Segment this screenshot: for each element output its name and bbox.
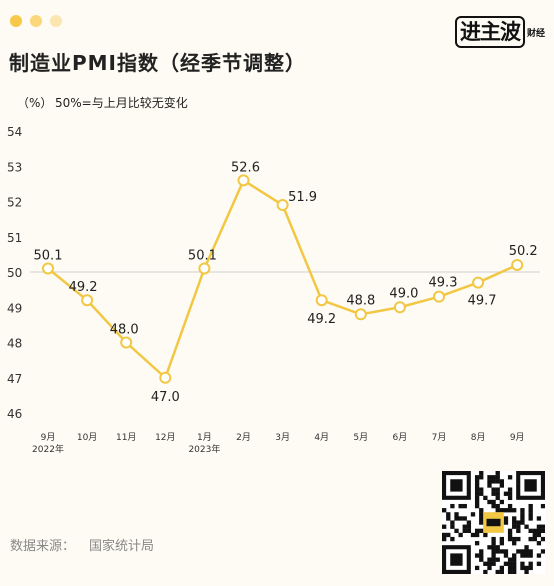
reference-note: 50%=与上月比较无变化: [55, 96, 188, 110]
source-label: 数据来源：: [10, 539, 76, 554]
dot-3: [50, 15, 62, 27]
data-label: 50.1: [34, 248, 63, 263]
qr-code[interactable]: [442, 471, 545, 574]
data-label: 52.6: [231, 160, 260, 175]
data-label: 49.2: [69, 280, 98, 295]
data-label: 51.9: [288, 190, 317, 205]
x-tick-label: 11月: [116, 432, 136, 443]
data-point: [354, 308, 367, 321]
data-point: [42, 262, 54, 275]
data-label: 50.1: [188, 248, 217, 263]
data-label: 49.3: [429, 276, 458, 291]
y-tick-label: 46: [7, 407, 22, 421]
data-label: 47.0: [151, 390, 180, 405]
source-value: 国家统计局: [89, 539, 155, 554]
brand-logo: 进主波 财经: [455, 14, 547, 50]
data-point: [472, 276, 485, 289]
data-point: [511, 258, 524, 271]
x-tick-label: 6月: [393, 432, 408, 443]
data-point: [237, 174, 250, 187]
x-tick-label: 12月: [155, 432, 175, 443]
data-point: [159, 371, 172, 384]
y-tick-label: 48: [7, 337, 22, 351]
y-tick-label: 49: [7, 301, 22, 315]
data-label: 49.2: [307, 312, 336, 327]
x-tick-label: 9月: [41, 432, 56, 443]
source-note: 数据来源： 国家统计局: [10, 535, 154, 554]
data-label: 50.2: [509, 244, 538, 259]
data-label: 49.0: [389, 286, 418, 301]
y-unit-label: （%）: [17, 96, 53, 110]
y-tick-label: 51: [7, 231, 22, 245]
x-tick-label: 1月: [197, 432, 212, 443]
data-point: [393, 301, 406, 314]
data-point: [433, 290, 445, 303]
y-tick-label: 50: [7, 266, 22, 280]
y-tick-label: 52: [7, 196, 22, 210]
y-tick-label: 53: [7, 160, 22, 174]
dot-2: [30, 15, 42, 27]
data-point: [81, 294, 94, 307]
data-label: 49.7: [468, 294, 497, 309]
window-dots: [10, 15, 62, 27]
y-tick-label: 54: [7, 125, 22, 139]
logo-main-text: 进主波: [455, 16, 525, 48]
x-tick-label: 4月: [314, 432, 329, 443]
x-year-label: 2023年: [188, 443, 220, 455]
x-tick-label: 5月: [353, 432, 368, 443]
x-tick-label: 8月: [471, 432, 486, 443]
y-tick-label: 47: [7, 372, 22, 386]
x-tick-label: 7月: [432, 432, 447, 443]
data-point: [120, 336, 133, 349]
dot-1: [10, 15, 22, 27]
data-label: 48.8: [346, 293, 375, 308]
data-label: 48.0: [110, 323, 139, 338]
x-tick-label: 9月: [510, 432, 525, 443]
data-point: [315, 294, 328, 307]
x-year-label: 2022年: [32, 443, 64, 455]
logo-sub-text: 财经: [527, 28, 546, 39]
x-tick-label: 3月: [275, 432, 290, 443]
x-tick-label: 2月: [236, 432, 251, 443]
data-point: [276, 199, 289, 212]
data-point: [198, 262, 211, 275]
x-tick-label: 10月: [77, 432, 97, 443]
chart-title: 制造业PMI指数（经季节调整）: [9, 51, 307, 75]
